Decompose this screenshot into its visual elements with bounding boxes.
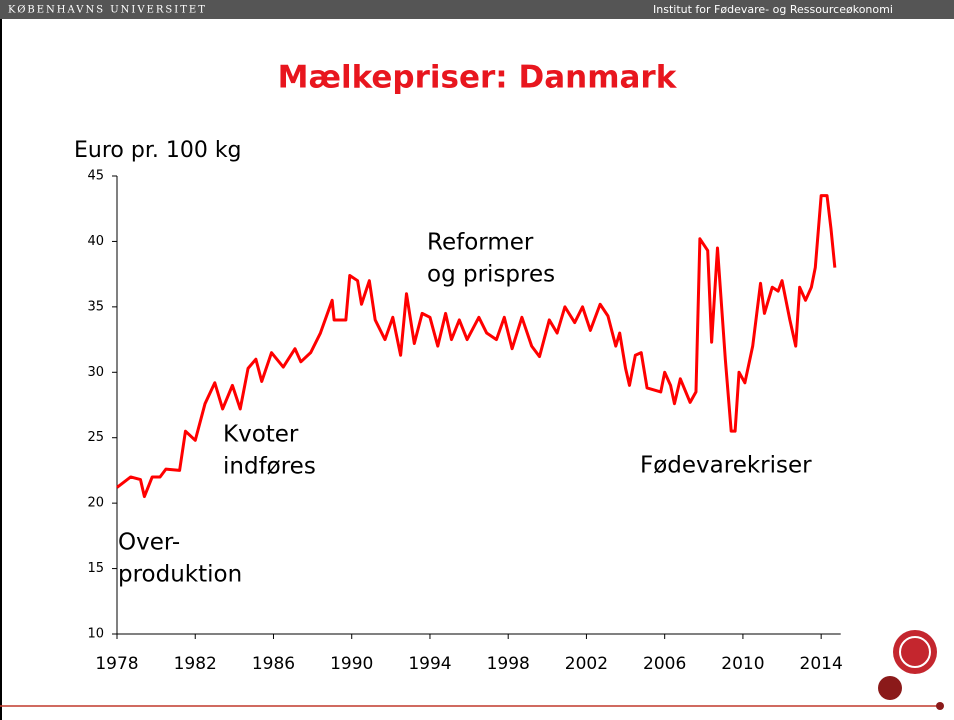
annotation: indføres bbox=[223, 454, 316, 480]
price-line bbox=[116, 194, 837, 499]
x-tick-label: 1994 bbox=[408, 654, 451, 674]
chart-title: Mælkepriser: Danmark bbox=[278, 60, 678, 96]
x-tick-label: 2014 bbox=[800, 654, 843, 674]
y-axis-label: Euro pr. 100 kg bbox=[74, 138, 242, 163]
x-tick-label: 2002 bbox=[565, 654, 608, 674]
annotation: Fødevarekriser bbox=[640, 453, 812, 479]
annotation: Kvoter bbox=[223, 422, 299, 448]
header-left: KØBENHAVNS UNIVERSITET bbox=[8, 5, 207, 16]
x-tick-label: 1982 bbox=[174, 654, 217, 674]
x-tick-label: 1978 bbox=[95, 654, 138, 674]
x-tick-label: 1986 bbox=[252, 654, 295, 674]
logo-ring bbox=[899, 636, 931, 668]
footer-dot bbox=[936, 702, 944, 710]
annotation: og prispres bbox=[427, 262, 555, 288]
y-tick-label: 20 bbox=[87, 496, 104, 511]
y-tick-label: 40 bbox=[87, 234, 104, 249]
annotation: Reformer bbox=[427, 230, 534, 256]
y-tick-label: 10 bbox=[87, 627, 104, 642]
x-tick-label: 2006 bbox=[643, 654, 686, 674]
annotation: Over- bbox=[118, 530, 180, 556]
y-tick-label: 35 bbox=[87, 299, 104, 314]
y-tick-label: 15 bbox=[87, 561, 104, 576]
y-tick-label: 30 bbox=[87, 365, 104, 380]
x-tick-label: 1990 bbox=[330, 654, 373, 674]
annotation: produktion bbox=[118, 562, 242, 588]
x-tick-label: 1998 bbox=[487, 654, 530, 674]
header-bar bbox=[0, 0, 954, 19]
logo-dot bbox=[878, 676, 902, 700]
y-tick-label: 45 bbox=[87, 169, 104, 184]
header-right: Institut for Fødevare- og Ressourceøkono… bbox=[653, 3, 893, 16]
y-tick-label: 25 bbox=[87, 430, 104, 445]
x-tick-label: 2010 bbox=[721, 654, 764, 674]
